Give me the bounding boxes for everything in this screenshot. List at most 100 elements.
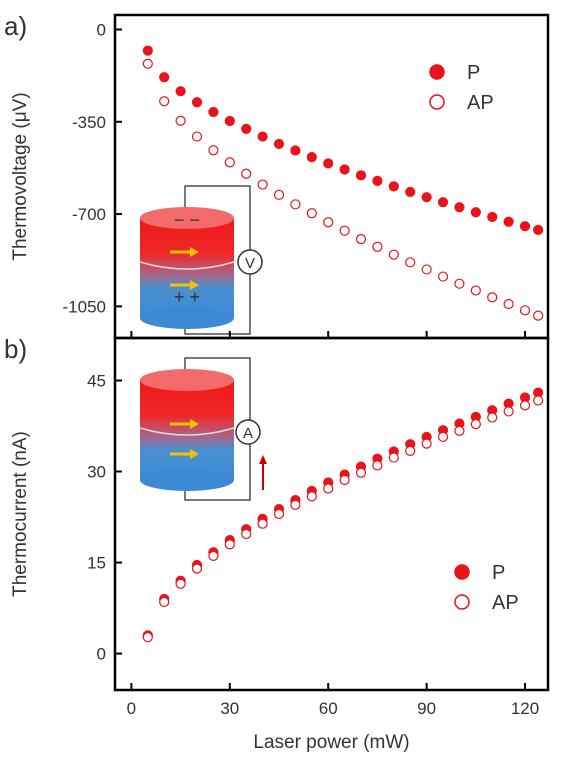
data-point [142,58,153,69]
legend-marker [454,594,470,610]
data-point [519,221,531,232]
data-point [142,45,153,56]
data-point [175,115,186,126]
data-point [405,186,416,198]
data-point [175,86,186,97]
data-point [257,131,268,142]
data-point [533,395,544,406]
data-point [241,123,252,135]
panel-label: a) [4,11,27,41]
data-point [519,305,531,316]
y-tick-label: 0 [97,645,106,664]
plot-frame [113,336,550,692]
legend-marker [429,94,445,110]
legend-label: P [467,62,480,84]
y-axis-label: Thermocurrent (nA) [10,431,31,597]
data-point [405,257,416,268]
data-point [355,170,367,181]
y-tick-label: 45 [87,371,106,390]
data-point [421,192,432,203]
data-point [175,578,186,589]
data-point [323,483,334,494]
data-point [405,445,416,456]
data-point [470,207,481,218]
data-point [306,491,317,502]
y-tick-label: 0 [97,21,106,40]
y-tick-label: 15 [87,554,106,573]
data-point [290,499,301,510]
legend-marker [429,64,445,80]
data-point [306,208,317,219]
data-point [191,131,203,142]
y-tick-label: -700 [72,205,106,224]
data-point [355,467,367,478]
data-point [257,518,268,529]
data-point [503,216,514,227]
y-axis-label: Thermovoltage (μV) [10,92,31,260]
data-point [273,189,285,200]
data-point [487,412,498,423]
data-point [323,217,334,228]
data-point [159,96,170,107]
data-point [257,179,268,190]
data-point [355,234,367,245]
data-point [487,292,498,303]
x-tick-label: 30 [220,699,239,718]
data-point [323,158,334,169]
data-point [372,241,383,252]
data-point [224,115,235,127]
inset-a: V − − + + [139,185,263,335]
data-point [437,431,449,443]
y-tick-label: -350 [72,113,106,132]
data-point [241,528,252,540]
data-point [306,152,317,163]
data-point [273,508,285,520]
data-point [241,168,252,179]
data-point [208,145,219,156]
inset-b: A [139,357,267,501]
data-point [339,474,350,486]
legend-label: AP [467,92,494,114]
x-tick-label: 0 [127,699,136,718]
data-point [372,175,383,186]
data-point [388,452,399,463]
charge-label: − − [174,210,200,230]
data-point [470,419,481,430]
x-tick-label: 90 [417,699,436,718]
data-point [339,225,350,236]
data-point [533,310,544,321]
data-point [191,563,203,574]
x-tick-label: 60 [319,699,338,718]
data-point [437,197,449,208]
panel-label: b) [4,334,27,364]
data-point [159,72,170,83]
data-point [273,138,285,150]
charge-label: + + [174,287,200,307]
data-point [470,285,481,296]
data-point [388,249,399,260]
data-point [224,539,235,550]
legend-label: P [492,562,505,584]
data-point [454,278,465,289]
data-point [487,211,498,223]
data-point [388,181,399,192]
legend-label: AP [492,592,519,614]
x-tick-label: 120 [511,699,539,718]
data-point [208,106,219,118]
data-point [437,271,449,282]
data-point [159,596,170,608]
data-point [503,406,514,417]
data-point [290,199,301,210]
data-point [142,632,153,643]
data-point [208,550,219,561]
y-tick-label: 30 [87,463,106,482]
data-point [372,460,383,471]
x-axis-label: Laser power (mW) [253,732,409,753]
data-point [191,97,203,108]
data-point [339,164,350,175]
data-point [519,400,531,411]
legend-marker [454,564,470,580]
y-tick-label: -1050 [63,297,106,316]
data-point [503,298,514,310]
